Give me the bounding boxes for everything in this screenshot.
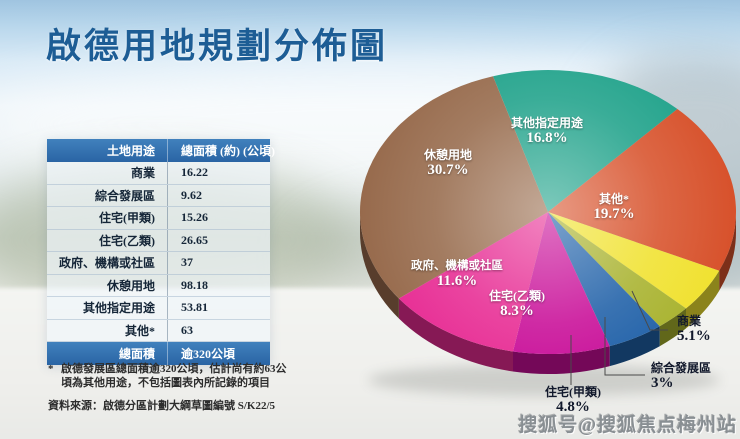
pie-slice (548, 109, 737, 271)
pie-slice (493, 69, 678, 212)
table-row: 其他* 63 (47, 319, 270, 342)
table-header-land-use: 土地用途 (106, 144, 155, 158)
pie-slice-side (398, 298, 513, 372)
watermark: 搜狐号@搜狐焦点梅州站 (518, 415, 737, 436)
pie-slice (548, 212, 720, 309)
area-cell: 37 (167, 252, 270, 274)
land-use-cell: 商業 (130, 166, 155, 181)
area-cell: 9.62 (167, 184, 270, 206)
land-use-cell: 住宅(乙類) (99, 233, 155, 248)
footnote: * 啟德發展區總面積逾320公頃，估計尚有約63公頃為其他用途，不包括圖表內所記… (48, 363, 290, 390)
pie-shadow (368, 364, 720, 396)
footnote-text: 啟德發展區總面積逾320公頃，估計尚有約63公頃為其他用途，不包括圖表內所記錄的… (61, 363, 287, 389)
callout-line (631, 290, 668, 331)
table-row: 商業 16.22 (47, 162, 270, 185)
pie-slice (548, 212, 660, 347)
pie-slice (548, 212, 686, 327)
area-cell: 63 (167, 319, 270, 341)
pie-slice-side (609, 326, 660, 367)
pie-slice-side (719, 212, 736, 291)
table-row: 住宅(甲類) 15.26 (47, 207, 270, 230)
land-use-cell: 其他* (124, 323, 155, 338)
pie-slice-side (686, 270, 720, 329)
pie-slice (359, 76, 548, 299)
area-cell: 15.26 (167, 207, 270, 229)
pie-slice-side (513, 346, 610, 374)
pie-slice (513, 212, 610, 354)
area-cell: 16.22 (167, 162, 270, 184)
table-row: 住宅(乙類) 26.65 (47, 229, 270, 252)
footnote-marker: * (48, 363, 54, 375)
callout-line (604, 317, 645, 376)
land-use-cell: 政府、機構或社區 (58, 256, 155, 271)
table-row: 其他指定用途 53.81 (47, 297, 270, 320)
area-cell: 26.65 (167, 229, 270, 251)
table-row: 政府、機構或社區 37 (47, 252, 270, 275)
table-header-row: 土地用途 總面積 (約) (公頃) (47, 139, 275, 162)
area-cell: 98.18 (167, 274, 270, 296)
pie-slice-side (360, 212, 399, 319)
table-total-row: 總面積 逾320公頃 (47, 342, 270, 365)
land-use-cell: 綜合發展區 (94, 188, 155, 203)
page-title: 啟德用地規劃分佈圖 (46, 27, 389, 66)
table-body: 商業 16.22 綜合發展區 9.62 住宅(甲類) 15.26 住宅(乙類) … (47, 162, 270, 342)
table-total-label: 總面積 (118, 347, 155, 361)
land-use-cell: 其他指定用途 (82, 301, 155, 316)
pie-slice (398, 212, 548, 352)
table-total-value: 逾320公頃 (167, 342, 270, 365)
pie-slice-side (659, 308, 686, 347)
land-use-table: 土地用途 總面積 (約) (公頃) 商業 16.22 綜合發展區 9.62 住宅… (47, 139, 275, 365)
land-use-cell: 住宅(甲類) (99, 211, 155, 226)
land-use-cell: 休憩用地 (106, 278, 155, 293)
table-header-area: 總面積 (約) (公頃) (167, 139, 275, 162)
table-row: 休憩用地 98.18 (47, 274, 270, 297)
area-cell: 53.81 (167, 297, 270, 319)
source-line: 資料來源：啟德分區計劃大綱草圖編號 S/K22/5 (48, 400, 276, 412)
table-row: 綜合發展區 9.62 (47, 184, 270, 207)
